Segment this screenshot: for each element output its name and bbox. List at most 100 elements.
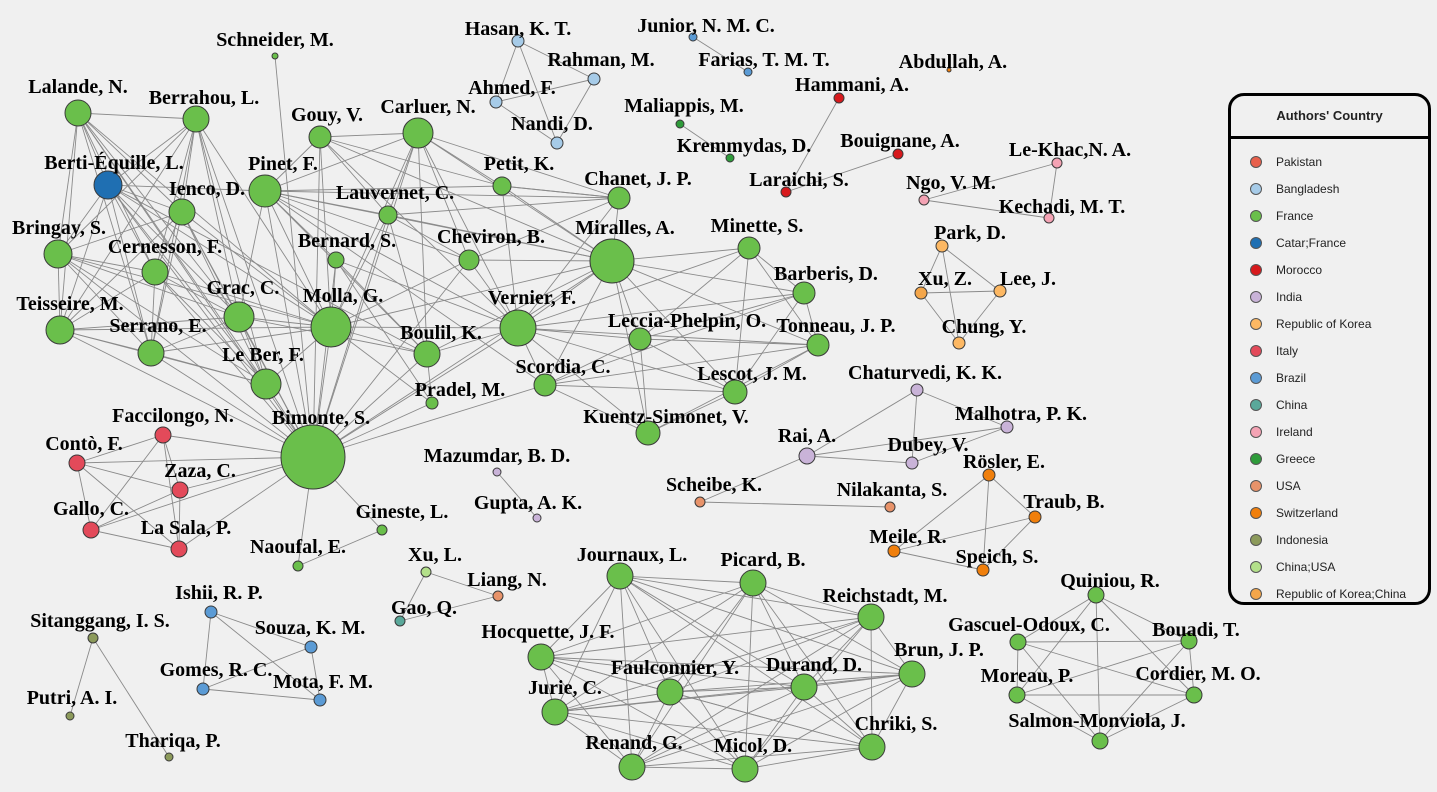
author-node-journaux[interactable]: [606, 562, 634, 590]
author-node-berrahou[interactable]: [182, 105, 210, 133]
author-node-xul[interactable]: [420, 566, 432, 578]
author-node-kremmydas[interactable]: [725, 153, 735, 163]
author-node-picard[interactable]: [739, 569, 767, 597]
author-node-pinet[interactable]: [248, 174, 282, 208]
author-node-ahmed[interactable]: [489, 95, 503, 109]
author-node-tonneau[interactable]: [806, 333, 830, 357]
author-node-durand[interactable]: [790, 673, 818, 701]
author-node-reichstadt[interactable]: [857, 603, 885, 631]
author-node-liang[interactable]: [492, 590, 504, 602]
author-node-jurie[interactable]: [541, 698, 569, 726]
author-node-miralles[interactable]: [589, 238, 635, 284]
author-node-gomes[interactable]: [196, 682, 210, 696]
author-node-barberis[interactable]: [792, 281, 816, 305]
author-node-lekhac[interactable]: [1051, 157, 1063, 169]
author-node-nilakanta[interactable]: [884, 501, 896, 513]
author-node-gallo[interactable]: [82, 521, 100, 539]
author-node-bouignane[interactable]: [892, 148, 904, 160]
author-node-thariqa[interactable]: [164, 752, 174, 762]
author-node-zaza[interactable]: [171, 481, 189, 499]
author-node-nandi[interactable]: [550, 136, 564, 150]
author-node-lauvernet[interactable]: [378, 205, 398, 225]
author-node-carluer[interactable]: [402, 117, 434, 149]
author-node-molla[interactable]: [310, 306, 352, 348]
author-node-hasan[interactable]: [511, 34, 525, 48]
author-node-mazumdar[interactable]: [492, 467, 502, 477]
author-node-kechadi[interactable]: [1043, 212, 1055, 224]
author-node-gineste[interactable]: [376, 524, 388, 536]
author-node-souza[interactable]: [304, 640, 318, 654]
author-node-ngo[interactable]: [918, 194, 930, 206]
author-node-grac[interactable]: [223, 301, 255, 333]
author-node-conto[interactable]: [68, 454, 86, 472]
author-node-bimonte[interactable]: [280, 424, 346, 490]
author-node-salmon[interactable]: [1091, 732, 1109, 750]
author-node-renand[interactable]: [618, 753, 646, 781]
author-node-xuz[interactable]: [914, 286, 928, 300]
author-node-bernard[interactable]: [327, 251, 345, 269]
author-node-sitanggang[interactable]: [87, 632, 99, 644]
author-node-lasala[interactable]: [170, 540, 188, 558]
author-node-rai[interactable]: [798, 447, 816, 465]
author-node-faulconnier[interactable]: [656, 678, 684, 706]
author-node-malhotra[interactable]: [1000, 420, 1014, 434]
author-node-chung[interactable]: [952, 336, 966, 350]
author-node-putri[interactable]: [65, 711, 75, 721]
author-node-faccilongo[interactable]: [154, 426, 172, 444]
author-node-gascuel[interactable]: [1009, 633, 1027, 651]
author-node-bringay[interactable]: [43, 239, 73, 269]
author-node-gouy[interactable]: [308, 125, 332, 149]
author-node-chriki[interactable]: [858, 733, 886, 761]
author-node-gao[interactable]: [394, 615, 406, 627]
author-node-laraichi[interactable]: [780, 186, 792, 198]
author-node-leber[interactable]: [250, 368, 282, 400]
author-node-pradel[interactable]: [425, 396, 439, 410]
author-node-speich[interactable]: [976, 563, 990, 577]
author-node-quiniou[interactable]: [1087, 586, 1105, 604]
author-node-minette[interactable]: [737, 236, 761, 260]
author-node-chaturvedi[interactable]: [910, 383, 924, 397]
author-node-rosler[interactable]: [982, 468, 996, 482]
coauthor-link: [154, 271, 240, 318]
author-node-lalande[interactable]: [64, 99, 92, 127]
author-node-hammani[interactable]: [833, 92, 845, 104]
author-node-junior[interactable]: [688, 32, 698, 42]
author-node-maliappis[interactable]: [675, 119, 685, 129]
author-node-vernier[interactable]: [499, 309, 537, 347]
author-node-farias[interactable]: [743, 67, 753, 77]
author-node-hocquette[interactable]: [527, 643, 555, 671]
legend-item: Republic of Korea: [1231, 310, 1428, 337]
author-node-lee[interactable]: [993, 284, 1007, 298]
author-node-naoufal[interactable]: [292, 560, 304, 572]
author-node-lescot[interactable]: [722, 379, 748, 405]
author-node-ienco[interactable]: [168, 198, 196, 226]
author-node-cernesson[interactable]: [141, 258, 169, 286]
author-node-park[interactable]: [935, 239, 949, 253]
author-node-moreau[interactable]: [1008, 686, 1026, 704]
author-node-petit[interactable]: [492, 176, 512, 196]
author-node-mota[interactable]: [313, 693, 327, 707]
author-node-leccia[interactable]: [628, 327, 652, 351]
author-node-scordia[interactable]: [533, 373, 557, 397]
author-node-dubey[interactable]: [905, 456, 919, 470]
author-node-meile[interactable]: [887, 544, 901, 558]
author-node-micol[interactable]: [731, 755, 759, 783]
author-node-rahman[interactable]: [587, 72, 601, 86]
author-node-teisseire[interactable]: [45, 315, 75, 345]
author-node-brun[interactable]: [898, 660, 926, 688]
author-node-traub[interactable]: [1028, 510, 1042, 524]
author-node-serrano[interactable]: [137, 339, 165, 367]
author-node-kuentz[interactable]: [635, 420, 661, 446]
author-node-bouadi[interactable]: [1180, 632, 1198, 650]
author-node-schneider[interactable]: [271, 52, 279, 60]
author-node-berti[interactable]: [93, 170, 123, 200]
author-node-boulil[interactable]: [413, 340, 441, 368]
author-node-gupta[interactable]: [532, 513, 542, 523]
author-node-abdullah[interactable]: [946, 67, 952, 73]
author-node-scheibe[interactable]: [694, 496, 706, 508]
author-node-cheviron[interactable]: [458, 249, 480, 271]
author-node-ishii[interactable]: [204, 605, 218, 619]
author-node-chanet[interactable]: [607, 186, 631, 210]
author-label-naoufal: Naoufal, E.: [250, 536, 346, 558]
author-node-cordier[interactable]: [1185, 686, 1203, 704]
